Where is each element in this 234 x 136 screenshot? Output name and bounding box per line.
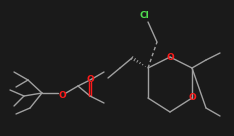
Text: O: O [188,94,196,103]
Text: O: O [86,75,94,84]
Text: O: O [166,52,174,61]
Text: Cl: Cl [139,12,149,21]
Text: O: O [58,90,66,100]
